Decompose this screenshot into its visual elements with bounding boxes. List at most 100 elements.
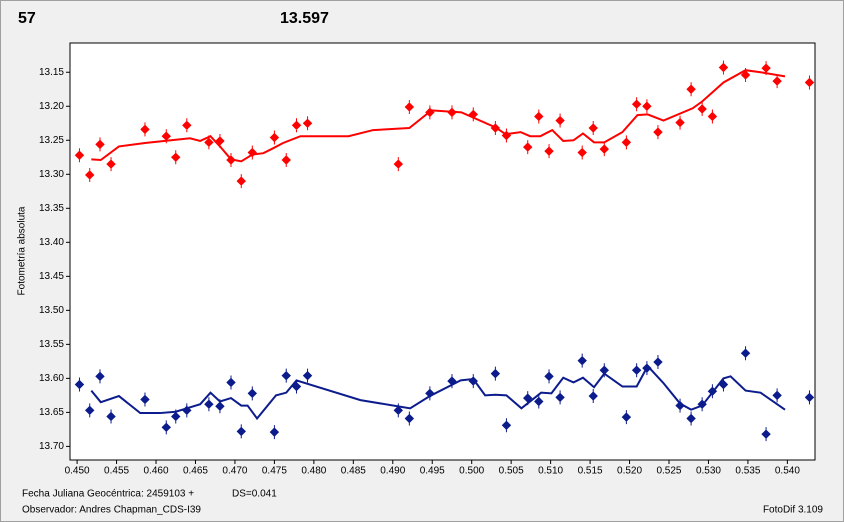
data-point <box>534 109 544 124</box>
data-point <box>621 410 632 425</box>
data-point <box>74 148 85 163</box>
data-point <box>140 122 150 137</box>
data-point <box>772 388 782 403</box>
data-point <box>161 420 171 435</box>
y-tick-label: 13.60 <box>39 373 64 384</box>
data-point <box>804 75 815 90</box>
data-point <box>534 394 544 409</box>
data-point <box>269 425 280 440</box>
footer-observer: Observador: Andres Chapman_CDS-I39 <box>22 505 201 516</box>
data-point <box>686 411 696 426</box>
data-point <box>577 353 587 368</box>
trend-line <box>90 364 786 421</box>
x-tick-label: 0.520 <box>617 466 642 477</box>
data-point <box>599 142 609 157</box>
x-tick-label: 0.525 <box>656 466 681 477</box>
data-point <box>74 377 85 392</box>
data-point <box>577 145 587 160</box>
data-point <box>236 174 246 189</box>
footer-date: Fecha Juliana Geocéntrica: 2459103 + <box>22 489 194 500</box>
data-point <box>718 60 729 75</box>
data-point <box>302 116 313 131</box>
data-point <box>182 118 192 133</box>
data-point <box>393 157 404 172</box>
data-point <box>653 125 663 140</box>
y-axis-label: Fotometría absoluta <box>17 206 28 295</box>
trend-line <box>91 69 786 163</box>
data-point <box>404 99 415 114</box>
data-point <box>555 390 565 405</box>
y-tick-label: 13.55 <box>39 339 64 350</box>
x-tick-label: 0.505 <box>499 466 524 477</box>
data-point <box>804 390 815 405</box>
data-point <box>95 137 105 152</box>
data-point <box>631 363 642 378</box>
data-point <box>555 113 565 128</box>
data-point <box>501 418 512 433</box>
data-point <box>631 97 642 112</box>
data-point <box>106 409 116 424</box>
data-point <box>686 82 696 97</box>
data-point <box>302 368 313 383</box>
y-tick-label: 13.30 <box>39 169 64 180</box>
data-point <box>490 366 501 381</box>
x-tick-label: 0.450 <box>65 466 90 477</box>
footer-software: FotoDif 3.109 <box>763 505 823 516</box>
y-tick-label: 13.35 <box>39 203 64 214</box>
x-tick-label: 0.540 <box>775 466 800 477</box>
x-tick-label: 0.490 <box>380 466 405 477</box>
data-point <box>281 368 291 383</box>
data-point <box>85 403 95 418</box>
y-tick-label: 13.15 <box>39 67 64 78</box>
x-tick-label: 0.535 <box>735 466 760 477</box>
data-point <box>247 386 258 401</box>
data-point <box>544 369 554 384</box>
y-tick-label: 13.20 <box>39 101 64 112</box>
x-tick-label: 0.455 <box>104 466 129 477</box>
right-value: 13.597 <box>280 10 329 27</box>
data-point <box>404 411 415 426</box>
data-point <box>588 121 598 136</box>
data-point <box>740 346 751 361</box>
left-value: 57 <box>18 10 36 27</box>
x-tick-label: 0.515 <box>578 466 603 477</box>
data-point <box>523 140 533 155</box>
x-tick-label: 0.530 <box>696 466 721 477</box>
data-point <box>707 109 718 124</box>
data-point <box>653 355 663 370</box>
x-tick-label: 0.495 <box>420 466 445 477</box>
x-tick-label: 0.480 <box>301 466 326 477</box>
y-tick-label: 13.25 <box>39 135 64 146</box>
x-tick-label: 0.470 <box>222 466 247 477</box>
data-point <box>95 369 105 384</box>
data-point <box>642 99 652 114</box>
data-point <box>269 130 280 145</box>
data-point <box>171 150 181 165</box>
data-point <box>544 144 554 159</box>
y-tick-label: 13.65 <box>39 407 64 418</box>
data-point <box>588 389 598 404</box>
data-point <box>204 397 214 412</box>
y-tick-label: 13.45 <box>39 271 64 282</box>
data-point <box>106 157 116 172</box>
data-point <box>85 167 95 182</box>
data-point <box>697 101 707 116</box>
data-point <box>621 135 632 150</box>
data-point <box>291 118 302 133</box>
footer-ds: DS=0.041 <box>232 489 277 500</box>
y-tick-label: 13.50 <box>39 305 64 316</box>
data-point <box>226 375 236 390</box>
y-tick-label: 13.40 <box>39 237 64 248</box>
x-tick-label: 0.475 <box>262 466 287 477</box>
x-tick-label: 0.500 <box>459 466 484 477</box>
data-point <box>761 427 771 442</box>
data-point <box>236 424 246 439</box>
x-tick-label: 0.465 <box>183 466 208 477</box>
x-tick-label: 0.485 <box>341 466 366 477</box>
data-point <box>772 74 782 89</box>
x-tick-label: 0.460 <box>144 466 169 477</box>
data-point <box>675 115 685 130</box>
data-point <box>140 392 150 407</box>
